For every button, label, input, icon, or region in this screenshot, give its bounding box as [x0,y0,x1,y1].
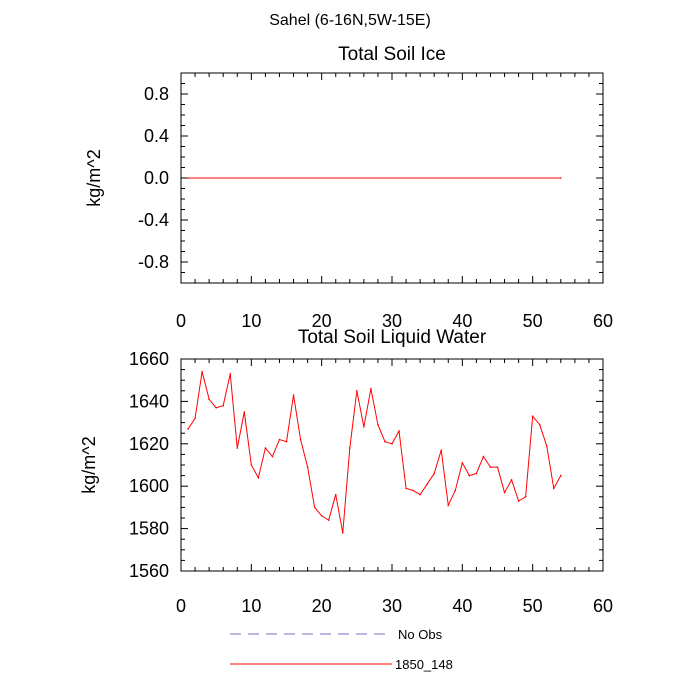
x-tick-label: 50 [523,311,543,331]
x-tick-label: 0 [176,311,186,331]
y-tick-label: -0.4 [138,210,169,230]
y-tick-label: 0.0 [144,168,169,188]
data-point [250,464,253,466]
x-tick-label: 0 [176,596,186,616]
data-point [285,440,288,443]
data-point [264,447,267,449]
y-tick-label: 1600 [129,476,169,496]
data-point [257,476,260,479]
data-point [503,491,506,494]
x-tick-label: 40 [452,596,472,616]
data-point [475,472,478,475]
x-tick-label: 20 [312,311,332,331]
x-tick-label: 60 [593,311,613,331]
legend-label: 1850_148 [395,657,453,672]
y-tick-label: 0.8 [144,84,169,104]
data-point [552,487,555,490]
data-point [440,449,443,451]
x-tick-label: 20 [312,596,332,616]
x-tick-label: 30 [382,311,402,331]
data-point [201,370,203,373]
data-point [560,474,562,477]
data-point [327,519,330,521]
data-point [538,423,541,426]
data-point [313,506,316,509]
data-point [468,474,471,477]
data-point [292,394,295,396]
data-point [243,411,246,413]
data-point [299,438,302,441]
x-tick-label: 50 [523,596,543,616]
data-point [187,428,189,430]
legend-label: No Obs [398,627,443,642]
data-point [461,462,464,464]
panel-title: Total Soil Ice [338,44,446,65]
data-point [560,177,562,179]
y-tick-label: 1580 [129,519,169,539]
data-point [489,466,492,468]
data-point [545,445,548,447]
data-point [363,426,365,428]
data-point [222,404,224,407]
data-point [412,489,414,492]
data-point [334,493,337,496]
data-point [517,500,520,502]
y-tick-label: 1560 [129,561,169,581]
data-point [531,415,534,418]
data-point [271,455,274,458]
y-axis-label: kg/m^2 [84,149,104,206]
data-point [384,440,386,443]
page-title: Sahel (6-16N,5W-15E) [269,12,431,29]
plot-frame-2 [180,358,604,572]
data-point [370,387,372,390]
panel-title: Total Soil Liquid Water [298,327,487,348]
data-point [426,483,428,485]
series-line [187,371,562,533]
data-point [496,466,499,468]
y-tick-label: 1640 [129,391,169,411]
y-tick-label: 1660 [129,349,169,369]
x-tick-label: 10 [241,311,261,331]
data-point [236,447,239,449]
data-point [229,373,232,375]
data-point [208,398,210,401]
y-tick-label: 1620 [129,434,169,454]
x-tick-label: 40 [452,311,472,331]
data-point [447,504,450,507]
data-point [524,496,527,498]
data-point [454,489,457,492]
data-point [510,479,513,481]
x-tick-label: 10 [241,596,261,616]
y-tick-label: -0.8 [138,252,169,272]
data-point [187,177,189,179]
data-point [306,466,309,468]
data-point [391,443,393,445]
x-tick-label: 30 [382,596,402,616]
y-tick-label: 0.4 [144,126,169,146]
data-point [433,472,436,475]
data-point [482,455,485,458]
data-point [356,390,358,392]
y-axis-label: kg/m^2 [79,436,99,493]
data-point [349,447,351,449]
data-point [341,532,344,534]
data-point [398,430,400,432]
data-point [278,438,281,441]
data-point [320,515,323,517]
data-point [215,406,217,409]
data-point [377,423,379,426]
data-point [405,487,407,490]
data-point [419,493,421,496]
x-tick-label: 60 [593,596,613,616]
data-point [194,417,196,420]
